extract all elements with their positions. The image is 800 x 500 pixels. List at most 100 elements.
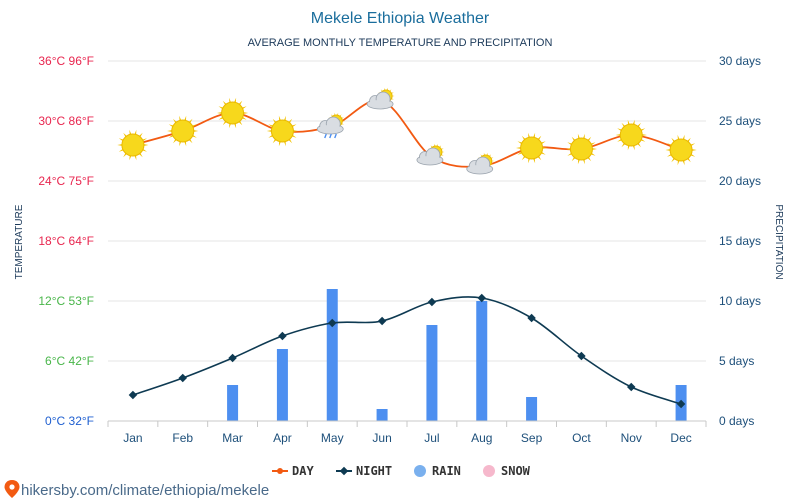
legend-item-snow: SNOW xyxy=(483,464,531,478)
temperature-lines xyxy=(128,99,686,409)
legend-item-day: DAY xyxy=(272,464,314,478)
rain-bar xyxy=(426,325,438,421)
partly-cloudy-icon xyxy=(416,143,445,166)
legend-swatch xyxy=(483,465,495,477)
night-point xyxy=(278,331,287,341)
chart-subtitle: AVERAGE MONTHLY TEMPERATURE AND PRECIPIT… xyxy=(248,37,553,49)
weather-icons xyxy=(117,87,697,175)
x-tick-label: Feb xyxy=(172,431,193,445)
raindrop xyxy=(334,133,337,139)
y-right-tick-label: 30 days xyxy=(719,54,761,68)
legend: DAY NIGHT RAIN SNOW xyxy=(272,464,531,478)
chart-title: Mekele Ethiopia Weather xyxy=(311,10,490,27)
source-url[interactable]: hikersby.com/climate/ethiopia/mekele xyxy=(21,482,269,499)
day-line xyxy=(132,99,682,168)
sun-disc xyxy=(270,119,294,143)
legend-item-night: NIGHT xyxy=(336,464,392,478)
location-pin-icon xyxy=(4,480,20,498)
rain-bar xyxy=(476,301,488,421)
cloud-fill xyxy=(417,156,442,164)
sun-icon xyxy=(217,97,249,129)
y-left-tick-label: 6°C 42°F xyxy=(45,354,94,368)
rain-bar xyxy=(376,409,388,421)
y-right-tick-label: 10 days xyxy=(719,294,761,308)
source-link[interactable]: hikersby.com/climate/ethiopia/mekele xyxy=(4,480,270,499)
x-tick-label: Apr xyxy=(273,431,292,445)
legend-marker xyxy=(339,466,349,476)
night-point xyxy=(676,399,686,409)
x-tick-label: Dec xyxy=(670,431,691,445)
x-tick-label: Sep xyxy=(521,431,543,445)
x-tick-label: Aug xyxy=(471,431,492,445)
night-point xyxy=(377,316,387,326)
y-right-tick-label: 20 days xyxy=(719,174,761,188)
sun-disc xyxy=(619,123,643,147)
night-point xyxy=(178,373,187,383)
x-tick-label: Mar xyxy=(222,431,243,445)
cloud-icon xyxy=(316,116,344,135)
y-right-tick-label: 25 days xyxy=(719,114,761,128)
x-tick-label: Nov xyxy=(621,431,642,445)
x-tick-label: May xyxy=(321,431,344,445)
rain-bar xyxy=(526,397,538,421)
legend-label: SNOW xyxy=(501,464,531,478)
sun-icon xyxy=(266,115,298,147)
axes: 0°C 32°F 6°C 42°F 12°C 53°F 18°C 64°F 24°C 7… xyxy=(38,54,761,445)
sun-icon xyxy=(167,115,199,147)
x-tick-label: Jul xyxy=(424,431,439,445)
sun-disc xyxy=(669,138,693,162)
y-left-tick-label: 36°C 96°F xyxy=(38,54,94,68)
cloud-fill xyxy=(318,125,343,133)
legend-item-rain: RAIN xyxy=(414,464,461,478)
sun-disc xyxy=(569,137,593,161)
legend-swatch xyxy=(414,465,426,477)
sun-disc xyxy=(221,101,245,125)
y-left-tick-label: 24°C 75°F xyxy=(38,174,94,188)
cloud-icon xyxy=(416,147,444,166)
sun-icon xyxy=(516,132,548,164)
night-point xyxy=(527,313,536,323)
cloud-fill xyxy=(467,165,492,173)
partly-cloudy-rain-icon xyxy=(316,112,345,139)
night-point xyxy=(627,382,636,392)
rain-bar xyxy=(276,349,288,421)
legend-label: NIGHT xyxy=(356,464,392,478)
night-point xyxy=(427,297,437,307)
night-point xyxy=(228,353,237,363)
partly-cloudy-icon xyxy=(366,87,395,110)
cloud-fill xyxy=(368,100,393,108)
sun-icon xyxy=(565,133,597,165)
sun-icon xyxy=(665,134,697,166)
night-point xyxy=(128,390,138,400)
sun-disc xyxy=(121,133,145,157)
night-line xyxy=(132,296,682,405)
legend-label: DAY xyxy=(292,464,314,478)
partly-cloudy-icon xyxy=(466,152,495,175)
night-point xyxy=(328,318,337,328)
y-axis-right-title: PRECIPITATION xyxy=(773,204,784,279)
x-tick-label: Jun xyxy=(372,431,391,445)
cloud-icon xyxy=(466,156,494,175)
rain-bar xyxy=(326,289,338,421)
rain-bar xyxy=(227,385,239,421)
night-point xyxy=(477,293,486,303)
sun-disc xyxy=(171,119,195,143)
sun-icon xyxy=(615,119,647,151)
y-left-tick-label: 30°C 86°F xyxy=(38,114,94,128)
y-left-tick-label: 0°C 32°F xyxy=(45,414,94,428)
legend-label: RAIN xyxy=(432,464,461,478)
x-tick-label: Jan xyxy=(123,431,142,445)
night-point xyxy=(577,351,586,361)
sun-icon xyxy=(117,129,149,161)
raindrop xyxy=(329,133,332,139)
legend-marker xyxy=(277,468,283,474)
y-left-tick-label: 18°C 64°F xyxy=(38,234,94,248)
y-right-tick-label: 0 days xyxy=(719,414,754,428)
x-tick-label: Oct xyxy=(572,431,591,445)
cloud-icon xyxy=(366,91,394,110)
sun-disc xyxy=(520,136,544,160)
y-axis-left-title: TEMPERATURE xyxy=(14,204,25,279)
gridlines xyxy=(108,60,706,362)
